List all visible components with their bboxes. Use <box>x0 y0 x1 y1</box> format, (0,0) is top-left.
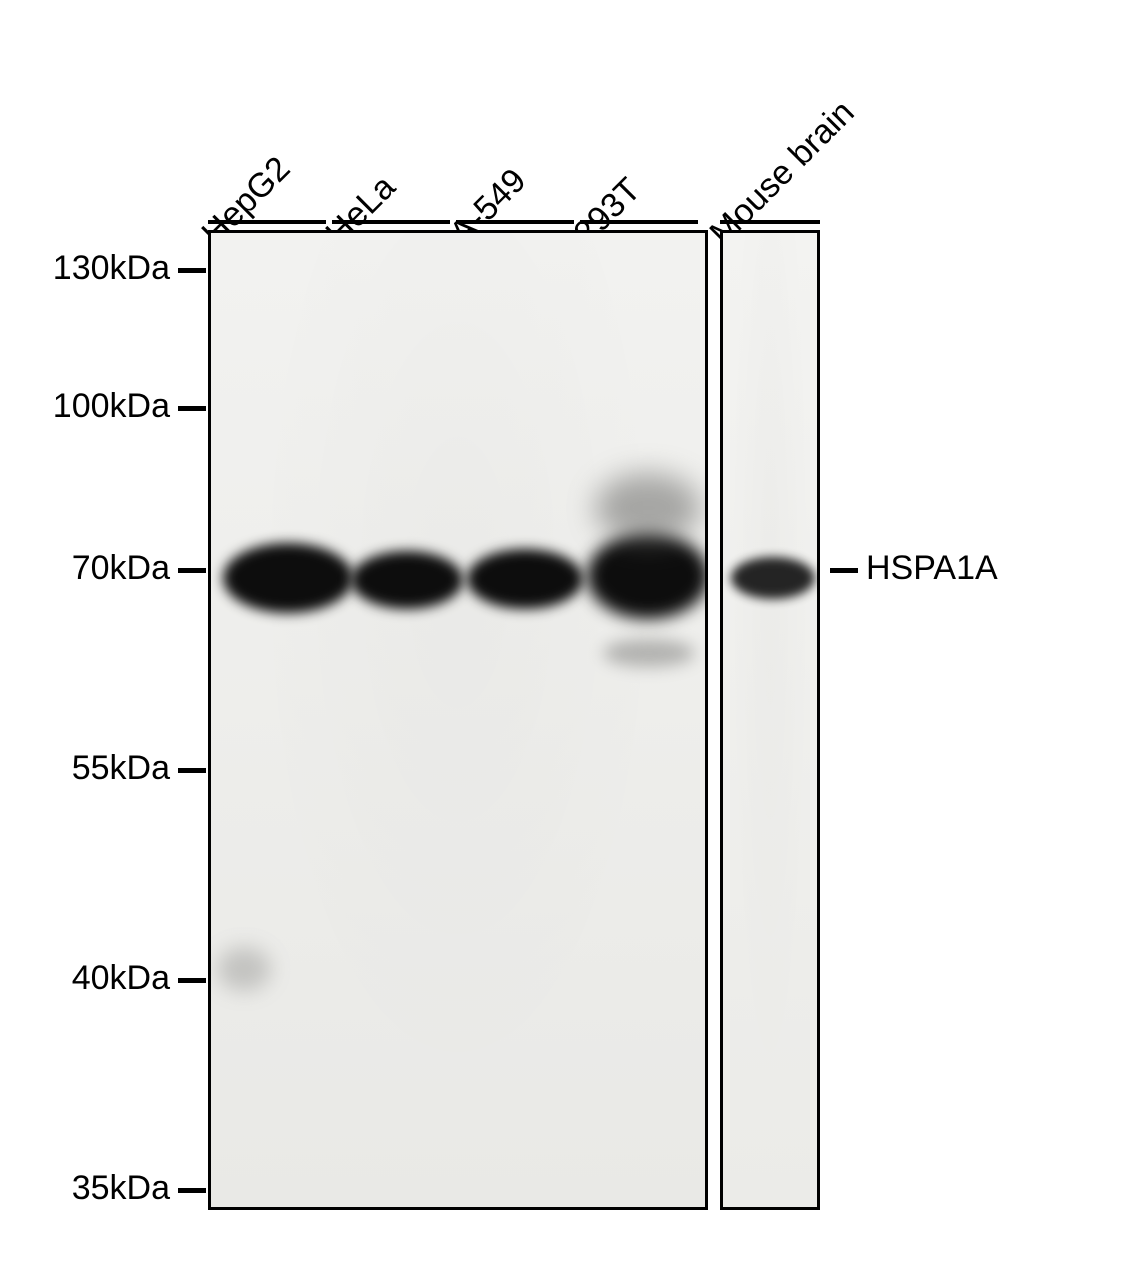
marker-55: 55kDa <box>72 749 170 788</box>
marker-tick-40 <box>178 978 206 983</box>
protein-tick <box>830 568 858 573</box>
band <box>587 533 708 619</box>
marker-tick-130 <box>178 268 206 273</box>
blot-panel-main <box>208 230 708 1210</box>
marker-tick-70 <box>178 568 206 573</box>
marker-tick-55 <box>178 768 206 773</box>
blot-panel-mouse <box>720 230 820 1210</box>
lane-underline-1 <box>332 220 450 224</box>
band <box>467 549 583 609</box>
band <box>603 639 695 667</box>
marker-40: 40kDa <box>72 959 170 998</box>
protein-label: HSPA1A <box>866 549 998 588</box>
marker-100: 100kDa <box>53 387 170 426</box>
western-blot-figure: HepG2 HeLa A-549 293T Mouse brain 130kDa… <box>0 0 1130 1280</box>
lane-underline-2 <box>456 220 574 224</box>
band <box>217 947 271 991</box>
band <box>731 557 815 599</box>
marker-70: 70kDa <box>72 549 170 588</box>
marker-130: 130kDa <box>53 249 170 288</box>
band <box>351 551 463 609</box>
lane-underline-3 <box>580 220 698 224</box>
marker-tick-35 <box>178 1188 206 1193</box>
lane-underline-4 <box>720 220 820 224</box>
band <box>595 473 701 543</box>
band <box>223 543 353 613</box>
lane-underline-0 <box>208 220 326 224</box>
marker-35: 35kDa <box>72 1169 170 1208</box>
marker-tick-100 <box>178 406 206 411</box>
